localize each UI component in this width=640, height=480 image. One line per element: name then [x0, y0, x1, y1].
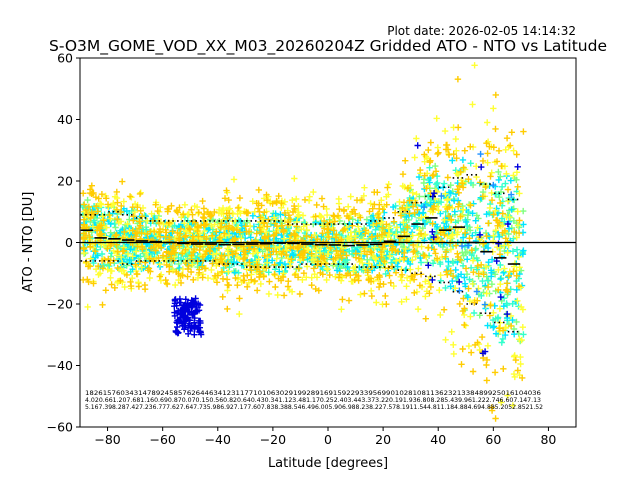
x-axis-label: Latitude [degrees] — [268, 456, 388, 471]
y-axis: −60 −40 −20 0 20 40 60 — [47, 51, 80, 435]
y-tick-label: −40 — [47, 358, 73, 373]
scatter-series-5 — [171, 142, 521, 357]
bin-footer-text: 1826157603431478924585762644634123117710… — [85, 390, 543, 411]
footer-row-mean: 4.020.661.207.681.160.690.870.070.150.56… — [85, 397, 541, 404]
footer-row-count: 1826157603431478924585762644634123117710… — [85, 390, 541, 397]
x-tick-label: 20 — [375, 432, 391, 447]
y-tick-label: 0 — [65, 235, 73, 250]
scatter-series-3 — [80, 62, 527, 409]
bin-statistics — [80, 174, 521, 333]
chart-title: S-O3M_GOME_VOD_XX_M03_20260204Z Gridded … — [49, 37, 607, 56]
y-axis-label: ATO - NTO [DU] — [21, 192, 36, 293]
y-tick-label: −60 — [47, 420, 73, 435]
x-tick-label: 0 — [324, 432, 332, 447]
plot-date: Plot date: 2026-02-05 14:14:32 — [387, 24, 576, 38]
y-tick-label: 40 — [57, 112, 73, 127]
x-tick-label: 40 — [430, 432, 446, 447]
x-tick-label: −20 — [260, 432, 286, 447]
y-tick-label: −20 — [47, 297, 73, 312]
y-tick-label: 60 — [57, 51, 73, 66]
x-tick-label: 80 — [540, 432, 556, 447]
x-tick-label: 60 — [485, 432, 501, 447]
x-tick-label: −80 — [94, 432, 120, 447]
footer-row-std: 5.167.398.287.427.236.777.627.647.735.98… — [85, 404, 543, 411]
x-axis: −80 −60 −40 −20 0 20 40 60 80 — [94, 427, 556, 447]
x-tick-label: −40 — [205, 432, 231, 447]
x-tick-label: −60 — [149, 432, 175, 447]
y-tick-label: 20 — [57, 174, 73, 189]
